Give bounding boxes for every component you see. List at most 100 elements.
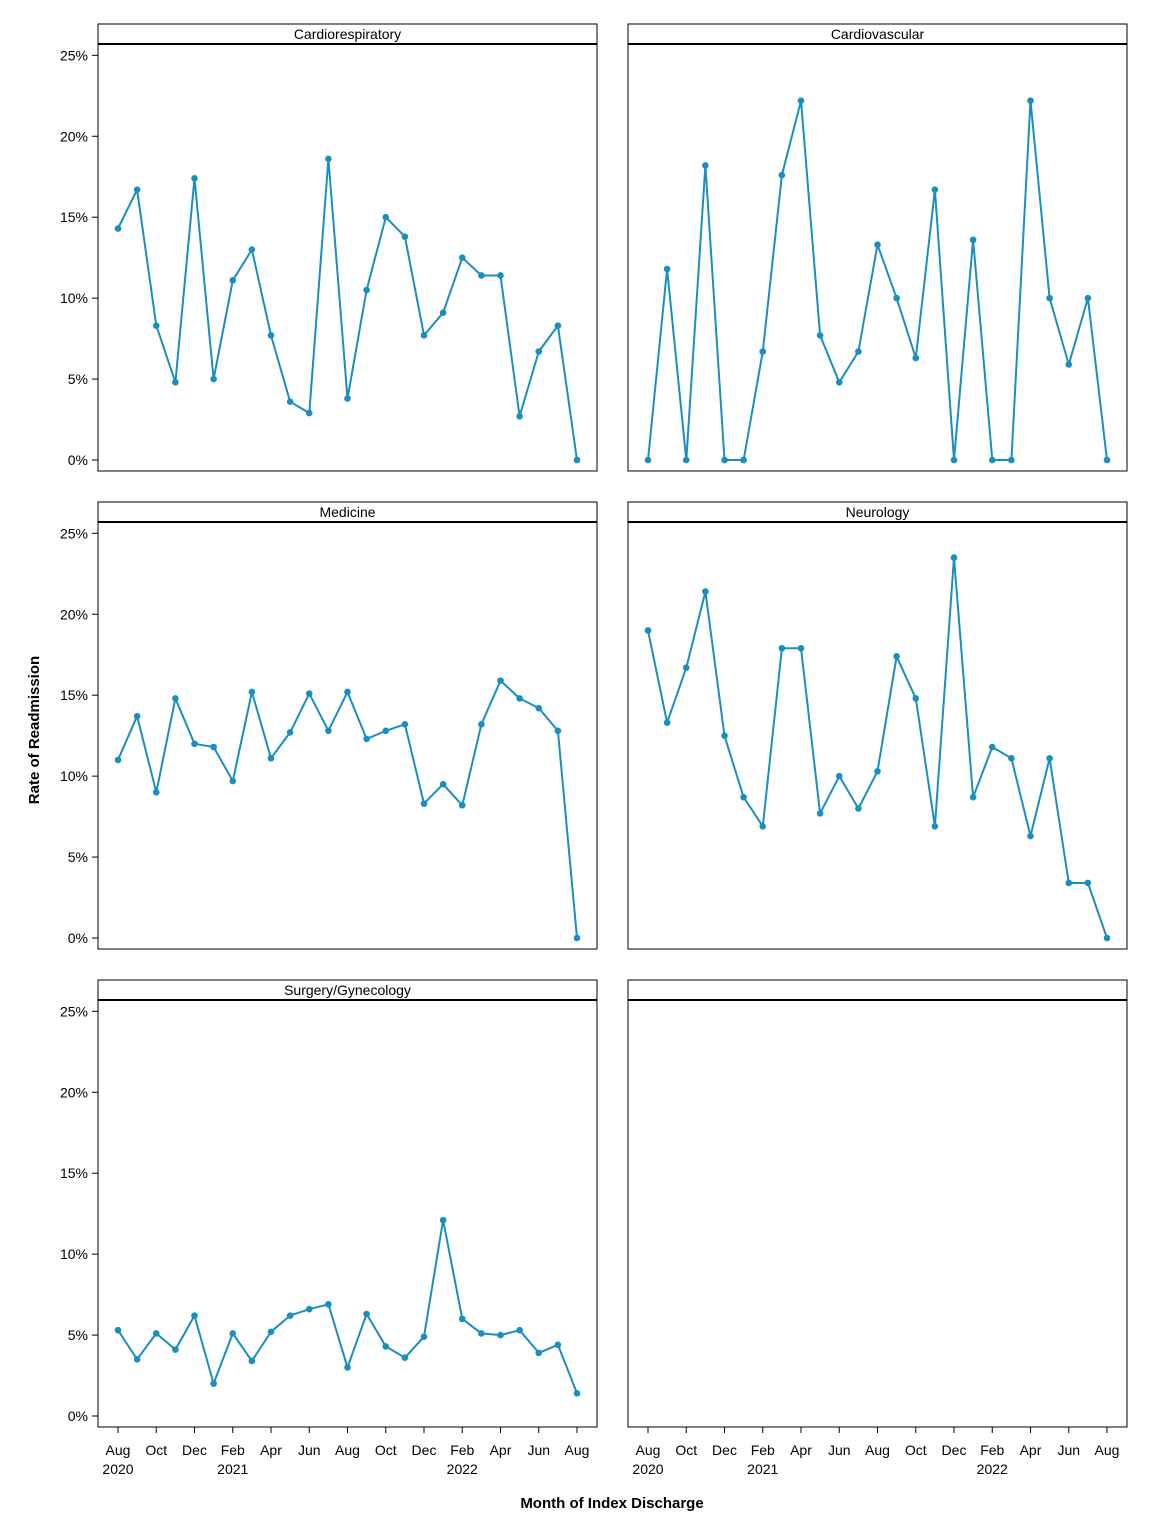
panel-6: Aug 2020 Oct Dec Feb 2021 Apr Jun Aug Oct Dec Feb 20… — [627, 979, 1128, 1477]
x-tick-label: Aug — [106, 1442, 131, 1458]
data-point — [152, 322, 160, 329]
data-point — [644, 456, 652, 464]
x-tick-label: Dec — [412, 1442, 437, 1458]
data-point — [497, 677, 504, 684]
data-point — [401, 721, 409, 728]
data-point — [554, 727, 562, 735]
data-point — [344, 688, 351, 696]
x-tick-label: Oct — [145, 1442, 167, 1458]
x-tick-label: Dec — [712, 1442, 737, 1458]
data-point — [401, 1354, 409, 1362]
data-point — [344, 1364, 351, 1371]
data-point — [497, 272, 504, 279]
data-point — [286, 729, 294, 736]
panel-title: Cardiovascular — [831, 26, 925, 42]
data-point — [874, 241, 881, 249]
data-point — [554, 322, 562, 329]
y-tick-label: 15% — [60, 687, 88, 703]
plot-frame — [97, 521, 598, 950]
panel-4: Neurology — [627, 501, 1128, 950]
x-tick-label: Feb — [450, 1442, 474, 1458]
data-point — [210, 375, 217, 383]
data-point — [1103, 934, 1111, 942]
data-point — [172, 1346, 179, 1353]
y-tick-label: 10% — [60, 1246, 88, 1262]
data-point — [682, 664, 690, 671]
y-tick-label: 0% — [68, 930, 88, 946]
y-tick-label: 10% — [60, 768, 88, 784]
plot-frame — [627, 999, 1128, 1428]
data-point — [363, 735, 370, 743]
y-axis-label: Rate of Readmission — [26, 656, 43, 804]
x-tick-label: Jun — [1057, 1442, 1080, 1458]
x-tick-label: Aug — [1095, 1442, 1120, 1458]
data-point — [535, 1349, 543, 1357]
data-point — [478, 1330, 485, 1337]
data-point — [229, 277, 237, 284]
y-tick-label: 25% — [60, 525, 88, 541]
x-tick-year-label: 2020 — [102, 1461, 133, 1477]
data-point — [835, 772, 843, 780]
y-tick-label: 15% — [60, 1165, 88, 1181]
data-point — [439, 1216, 447, 1224]
data-point — [912, 354, 920, 362]
x-tick-label: Aug — [335, 1442, 360, 1458]
data-point — [1103, 456, 1111, 464]
data-point — [740, 793, 747, 801]
x-tick-label: Oct — [375, 1442, 397, 1458]
data-point — [286, 398, 294, 406]
y-tick-label: 0% — [68, 452, 88, 468]
data-point — [248, 1357, 256, 1365]
data-point — [1027, 97, 1034, 104]
data-point — [912, 695, 920, 702]
data-point — [325, 727, 332, 735]
data-point — [1084, 294, 1092, 302]
data-point — [439, 780, 447, 788]
plot-frame — [627, 521, 1128, 950]
panel-1: Cardiorespiratory 0% 5% 10% 15% 20% 25% — [60, 23, 598, 472]
data-point — [969, 236, 977, 244]
x-tick-label: Aug — [565, 1442, 590, 1458]
x-tick-year-label: 2020 — [632, 1461, 663, 1477]
data-point — [420, 1333, 428, 1340]
series-line — [117, 679, 578, 939]
y-tick-label: 25% — [60, 1003, 88, 1019]
y-tick-label: 20% — [60, 1084, 88, 1100]
data-point — [325, 155, 332, 163]
x-tick-label: Apr — [490, 1442, 512, 1458]
x-tick-year-label: 2021 — [217, 1461, 248, 1477]
data-point — [573, 1390, 581, 1397]
data-point — [114, 225, 122, 232]
data-point — [573, 934, 581, 942]
panel-strip — [627, 979, 1128, 1001]
data-point — [1046, 294, 1053, 302]
data-point — [325, 1301, 332, 1308]
plot-frame — [627, 43, 1128, 472]
data-point — [382, 213, 390, 221]
plot-frame — [97, 43, 598, 472]
y-tick-label: 15% — [60, 209, 88, 225]
data-point — [133, 1356, 141, 1363]
y-tick-label: 20% — [60, 128, 88, 144]
data-point — [721, 456, 728, 464]
data-point — [1008, 755, 1015, 762]
x-tick-year-label: 2022 — [447, 1461, 478, 1477]
data-point — [816, 332, 824, 339]
data-point — [516, 1326, 523, 1334]
data-point — [478, 272, 485, 279]
panel-title: Surgery/Gynecology — [284, 982, 411, 998]
data-point — [1008, 456, 1015, 464]
data-point — [344, 395, 351, 402]
data-point — [778, 171, 786, 179]
data-point — [702, 162, 709, 169]
x-tick-label: Dec — [182, 1442, 207, 1458]
y-tick-label: 10% — [60, 290, 88, 306]
data-point — [516, 412, 523, 420]
x-axis-label: Month of Index Discharge — [520, 1495, 703, 1512]
data-point — [363, 286, 370, 294]
panel-5: Surgery/Gynecology 0% 5% 10% 15% 20% 25% Aug 202… — [60, 979, 598, 1477]
y-tick-label: 20% — [60, 606, 88, 622]
data-point — [152, 789, 160, 796]
x-tick-label: Apr — [260, 1442, 282, 1458]
x-tick-label: Jun — [527, 1442, 550, 1458]
